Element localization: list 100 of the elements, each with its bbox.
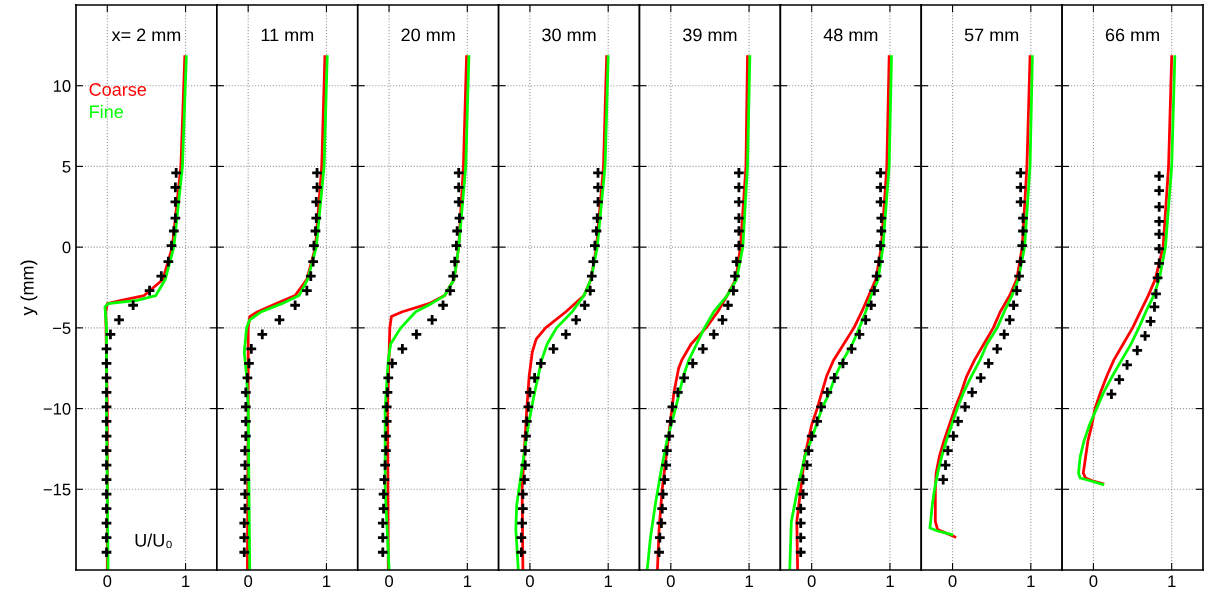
point <box>656 487 670 501</box>
point <box>1014 195 1027 209</box>
point <box>453 211 466 225</box>
point <box>288 299 302 312</box>
point <box>794 502 807 515</box>
text: 66 mm <box>1105 28 1159 42</box>
point <box>591 166 605 180</box>
point <box>169 211 182 225</box>
point <box>559 328 573 341</box>
point <box>590 211 604 225</box>
x-tick-label: 1 <box>604 575 613 587</box>
point <box>516 502 530 515</box>
point <box>169 195 182 209</box>
point <box>1012 269 1026 283</box>
point <box>306 255 320 268</box>
point <box>239 386 253 399</box>
y-axis-title: y (mm) <box>20 260 38 316</box>
point <box>1152 215 1166 228</box>
x-tick-label: 1 <box>463 575 472 587</box>
text: 11 mm <box>261 28 314 42</box>
point <box>796 473 810 486</box>
point <box>664 415 678 428</box>
point <box>547 342 560 356</box>
point <box>425 313 439 327</box>
point <box>1105 387 1118 401</box>
point <box>100 531 113 544</box>
point <box>100 429 113 443</box>
x-tick-label: 1 <box>323 575 331 587</box>
point <box>732 224 746 238</box>
point <box>569 313 583 327</box>
x-tick-label: 0 <box>385 575 394 588</box>
point <box>810 415 824 428</box>
point <box>728 269 742 283</box>
point <box>520 415 534 428</box>
point <box>802 444 815 457</box>
point <box>534 357 548 370</box>
point <box>652 545 666 559</box>
point <box>515 516 529 530</box>
point <box>1152 227 1166 241</box>
point <box>875 211 888 225</box>
text: x= 2 mm <box>111 28 181 42</box>
point <box>990 342 1004 356</box>
point <box>436 299 450 312</box>
point <box>727 284 740 297</box>
x-tick-label: 1 <box>1168 575 1176 587</box>
x-tick-label: 1 <box>745 575 753 587</box>
point <box>310 211 323 225</box>
point <box>376 545 390 559</box>
x-tick-label: 0 <box>807 575 816 588</box>
point <box>997 328 1011 341</box>
point <box>515 545 528 559</box>
point <box>304 269 318 283</box>
point <box>100 400 113 414</box>
point <box>100 386 113 399</box>
point <box>448 255 462 268</box>
point <box>238 444 252 457</box>
point <box>238 545 251 559</box>
point <box>732 239 746 252</box>
text: 20 mm <box>401 28 455 42</box>
point <box>794 531 807 544</box>
point <box>1148 300 1161 314</box>
point <box>450 239 463 252</box>
x-tick-label: 0 <box>1089 575 1098 588</box>
point <box>730 255 743 268</box>
point <box>653 531 667 544</box>
point <box>518 458 532 472</box>
point <box>310 166 324 180</box>
point <box>659 458 673 472</box>
point <box>100 473 113 486</box>
point <box>1152 257 1166 270</box>
point <box>868 284 881 297</box>
point <box>239 415 253 428</box>
point <box>310 195 323 209</box>
point <box>666 400 679 414</box>
point <box>1016 224 1030 238</box>
point <box>165 239 178 252</box>
point <box>874 195 887 209</box>
point <box>828 371 841 385</box>
point <box>239 400 253 414</box>
point <box>300 284 314 297</box>
point <box>167 224 181 238</box>
point <box>452 166 465 180</box>
point <box>1151 271 1164 285</box>
y-tick-label: −10 <box>43 402 71 415</box>
point <box>1149 287 1163 301</box>
point <box>385 357 399 370</box>
text: Fine <box>90 104 123 119</box>
point <box>864 299 878 312</box>
point <box>836 357 850 370</box>
x-tick-label: 0 <box>948 575 957 588</box>
point <box>307 239 321 252</box>
point <box>112 313 126 327</box>
point <box>169 166 183 180</box>
point <box>100 545 113 559</box>
text: 39 mm <box>683 28 737 42</box>
point <box>974 371 987 385</box>
point <box>519 429 533 443</box>
point <box>696 342 710 356</box>
x-tick-label: 0 <box>666 575 675 588</box>
point <box>732 211 746 225</box>
